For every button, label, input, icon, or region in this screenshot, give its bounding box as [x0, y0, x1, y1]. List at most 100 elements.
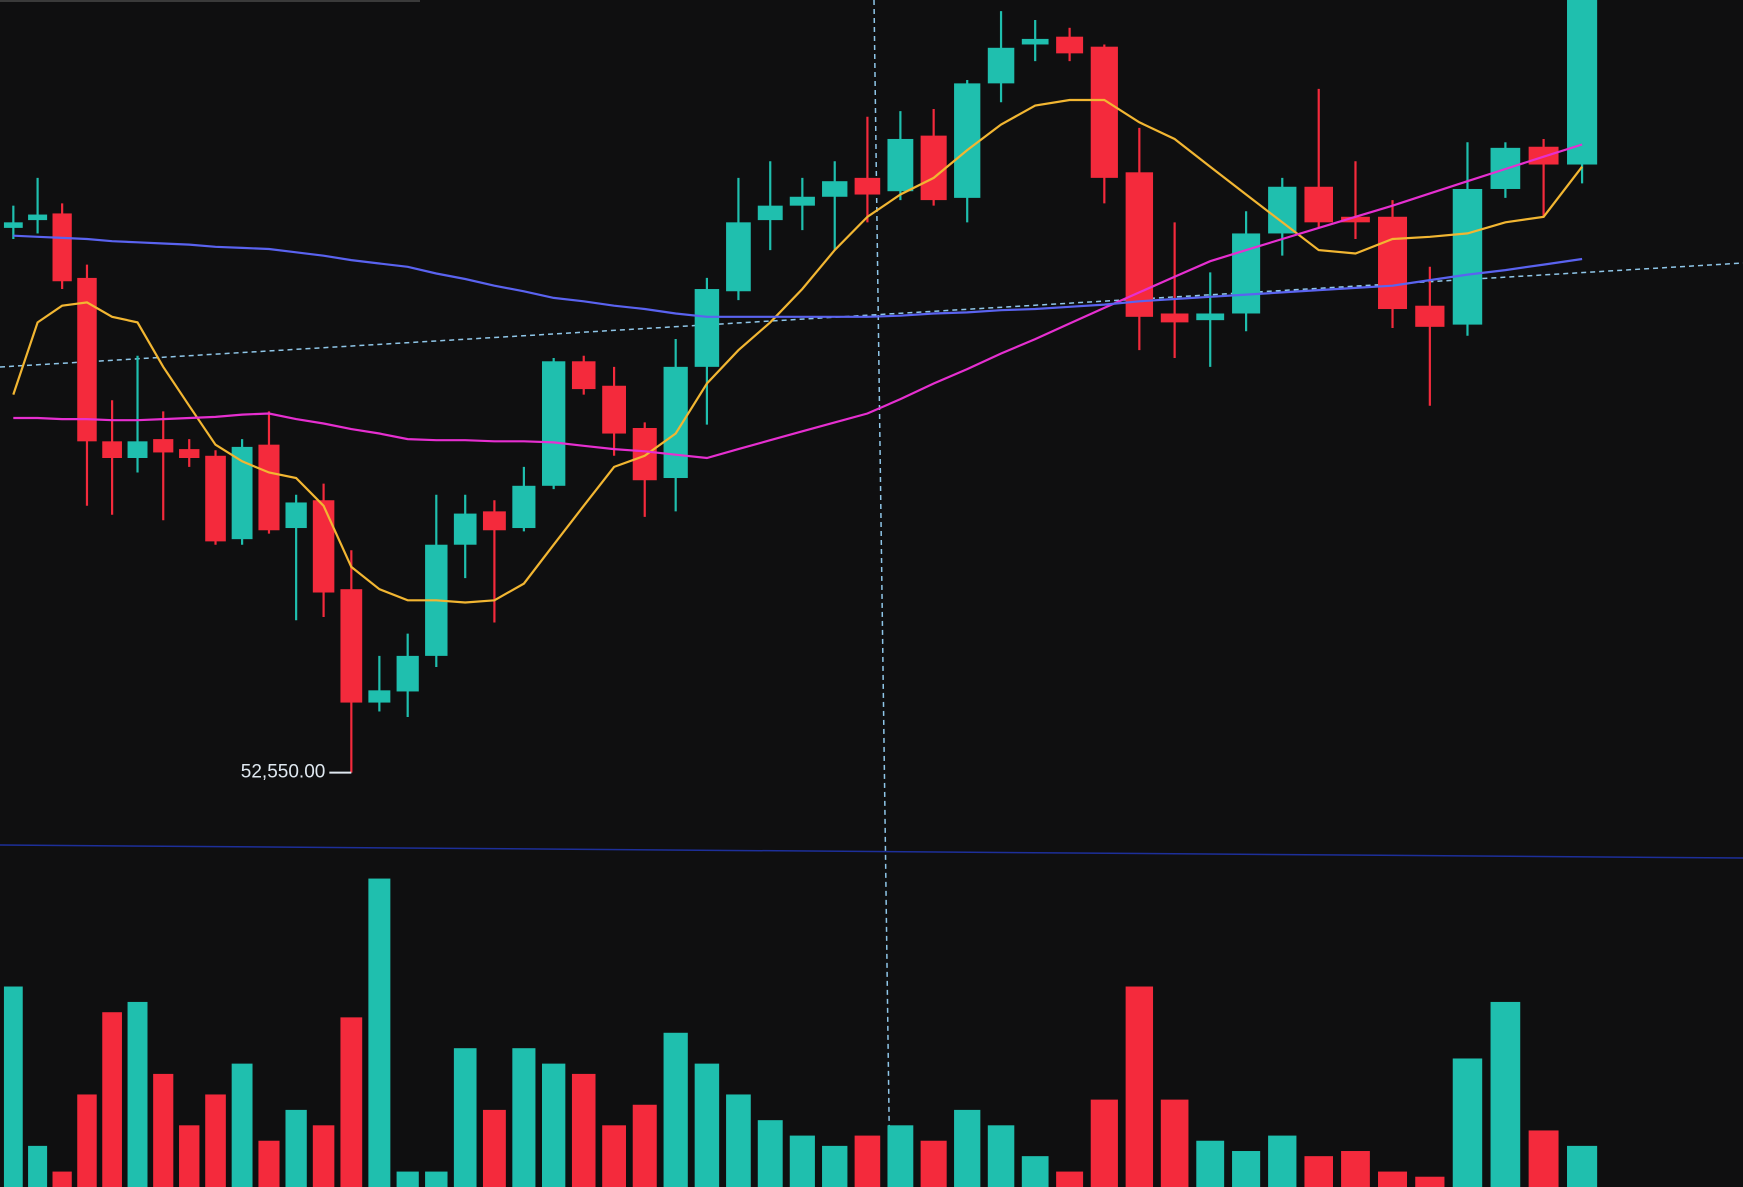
candle-body: [453, 513, 477, 545]
candle-body: [854, 177, 881, 195]
volume-bar: [1304, 1156, 1334, 1187]
candle-body: [1056, 36, 1084, 54]
volume-bar: [1415, 1176, 1445, 1187]
volume-bar: [285, 1109, 307, 1187]
volume-bar: [1378, 1171, 1408, 1187]
volume-bar: [602, 1125, 626, 1187]
candle-body: [1090, 46, 1118, 178]
volume-bar: [368, 878, 391, 1187]
price-crosshair: [0, 262, 1743, 368]
candle-body: [541, 361, 566, 486]
volume-bar: [52, 1171, 72, 1187]
candle-body: [1125, 172, 1154, 317]
candle-body: [28, 214, 48, 221]
volume-bar: [28, 1145, 48, 1187]
moving-average: [13, 143, 1583, 460]
panel-separator: [0, 844, 1743, 859]
volume-bar: [1160, 1099, 1189, 1187]
candle-body: [3, 222, 23, 228]
volume-bar: [1341, 1151, 1370, 1187]
candle-body: [571, 361, 596, 390]
volume-bar: [789, 1135, 815, 1187]
candle-body: [482, 511, 506, 531]
candle-body: [231, 446, 253, 540]
volume-bar: [453, 1048, 477, 1187]
candle-body: [726, 222, 751, 292]
candle-body: [602, 385, 626, 434]
candle-body: [512, 485, 536, 529]
volume-bar: [854, 1135, 881, 1187]
volume-bar: [179, 1125, 200, 1187]
candle-body: [887, 138, 914, 192]
candle-body: [52, 213, 72, 282]
candle-body: [954, 83, 981, 198]
candle-body: [127, 441, 148, 459]
volume-bar: [482, 1109, 506, 1187]
volume-bar: [822, 1145, 848, 1187]
candle-body: [920, 135, 947, 201]
candle-body: [1415, 305, 1445, 327]
candle-body: [663, 366, 688, 479]
volume-bar: [1056, 1171, 1084, 1187]
volume-bar: [1021, 1156, 1049, 1187]
volume-bar: [571, 1073, 596, 1187]
volume-bar: [1567, 1145, 1598, 1187]
moving-average: [12, 98, 1583, 604]
candle-body: [1378, 216, 1408, 310]
volume-bar: [102, 1012, 122, 1187]
volume-bar: [1090, 1099, 1118, 1187]
volume-bar: [757, 1120, 783, 1187]
candle-body: [789, 196, 815, 206]
volume-bar: [1528, 1130, 1559, 1187]
volume-bar: [425, 1171, 448, 1187]
volume-bar: [541, 1063, 566, 1187]
annotation-label: 52,550.00: [241, 762, 326, 783]
volume-bar: [396, 1171, 419, 1187]
candle-body: [757, 205, 783, 221]
volume-bar: [3, 986, 23, 1187]
price-panel: [3, 0, 1598, 773]
candle-body: [1268, 186, 1297, 234]
volume-bar: [340, 1017, 363, 1187]
candle-body: [258, 444, 280, 531]
candle-body: [632, 427, 657, 481]
volume-bar: [153, 1073, 174, 1187]
volume-bar: [1125, 986, 1154, 1187]
candle-body: [694, 289, 720, 367]
candle-body: [340, 589, 363, 703]
volume-bar: [512, 1048, 536, 1187]
volume-bar: [920, 1140, 947, 1187]
candle-body: [1196, 313, 1225, 321]
volume-bar: [127, 1001, 148, 1187]
candle-body: [1021, 38, 1049, 45]
volume-panel: [3, 878, 1598, 1187]
volume-bar: [1196, 1140, 1225, 1187]
volume-bar: [887, 1125, 914, 1187]
volume-bar: [77, 1094, 97, 1187]
candle-body: [822, 181, 848, 197]
candle-body: [1567, 0, 1598, 165]
volume-bar: [726, 1094, 751, 1187]
volume-bar: [694, 1063, 720, 1187]
volume-bar: [1268, 1135, 1297, 1187]
volume-bar: [632, 1104, 657, 1187]
volume-bar: [987, 1125, 1015, 1187]
candle-body: [1304, 186, 1334, 223]
volume-bar: [1452, 1058, 1483, 1187]
volume-bar: [258, 1140, 280, 1187]
candle-body: [153, 439, 174, 453]
candle-body: [312, 500, 335, 593]
volume-bar: [205, 1094, 226, 1187]
candle-body: [179, 449, 200, 459]
candle-body: [102, 441, 122, 459]
candle-body: [1232, 233, 1261, 314]
candle-body: [205, 455, 226, 542]
volume-bar: [312, 1125, 335, 1187]
candle-body: [368, 690, 391, 703]
volume-bar: [1232, 1151, 1261, 1187]
candle-body: [987, 47, 1015, 84]
volume-bar: [663, 1032, 688, 1187]
